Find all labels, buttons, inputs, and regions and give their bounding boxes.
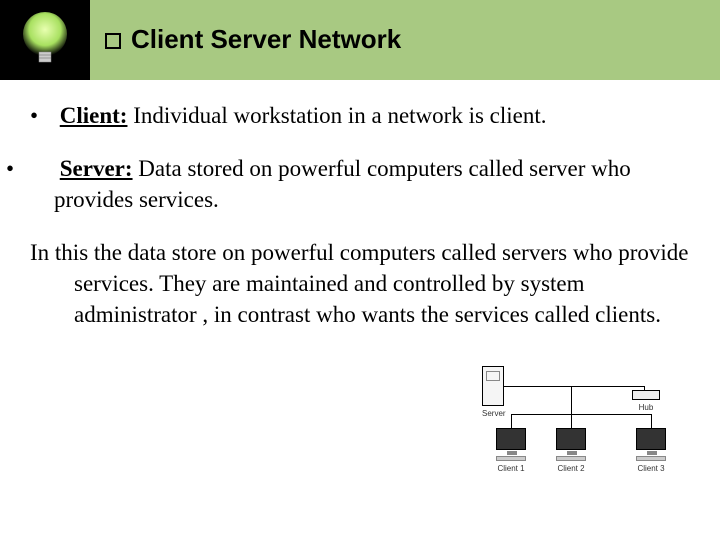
hub-icon [632,390,660,400]
square-bullet-icon [105,33,121,49]
content-area: • Client: Individual workstation in a ne… [30,100,690,330]
header-logo-box [0,0,90,80]
monitor-icon [556,428,586,450]
client-label: Client 1 [496,464,526,473]
keyboard-icon [636,456,666,461]
diagram-line [511,414,651,415]
bullet-dot-icon: • [30,100,54,131]
bullet-text: Data stored on powerful computers called… [54,156,631,212]
monitor-icon [636,428,666,450]
lightbulb-icon [15,6,75,74]
diagram-client: Client 1 [496,428,526,473]
slide-title: Client Server Network [105,24,401,55]
title-text: Client Server Network [131,24,401,54]
diagram-line [571,414,572,428]
keyboard-icon [556,456,586,461]
bullet-term: Client: [60,103,128,128]
diagram-hub: Hub [632,390,660,412]
server-icon [482,366,504,406]
diagram-server: Server [482,366,506,418]
diagram-client: Client 3 [636,428,666,473]
diagram-line [511,414,512,428]
diagram-line [651,414,652,428]
network-diagram: Server Hub Client 1 Client 2 Client 3 [476,366,696,516]
keyboard-icon [496,456,526,461]
bullet-text: Individual workstation in a network is c… [127,103,546,128]
monitor-icon [496,428,526,450]
diagram-line [571,386,572,414]
paragraph: In this the data store on powerful compu… [30,237,690,330]
paragraph-text: In this the data store on powerful compu… [30,237,690,330]
client-label: Client 2 [556,464,586,473]
bullet-dot-icon: • [30,153,54,184]
bullet-item-client: • Client: Individual workstation in a ne… [30,100,690,131]
diagram-line [504,386,644,387]
bullet-term: Server: [60,156,133,181]
client-label: Client 3 [636,464,666,473]
diagram-client: Client 2 [556,428,586,473]
server-label: Server [482,409,506,418]
slide: Client Server Network • Client: Individu… [0,0,720,540]
bullet-item-server: • Server: Data stored on powerful comput… [30,153,690,215]
hub-label: Hub [632,403,660,412]
